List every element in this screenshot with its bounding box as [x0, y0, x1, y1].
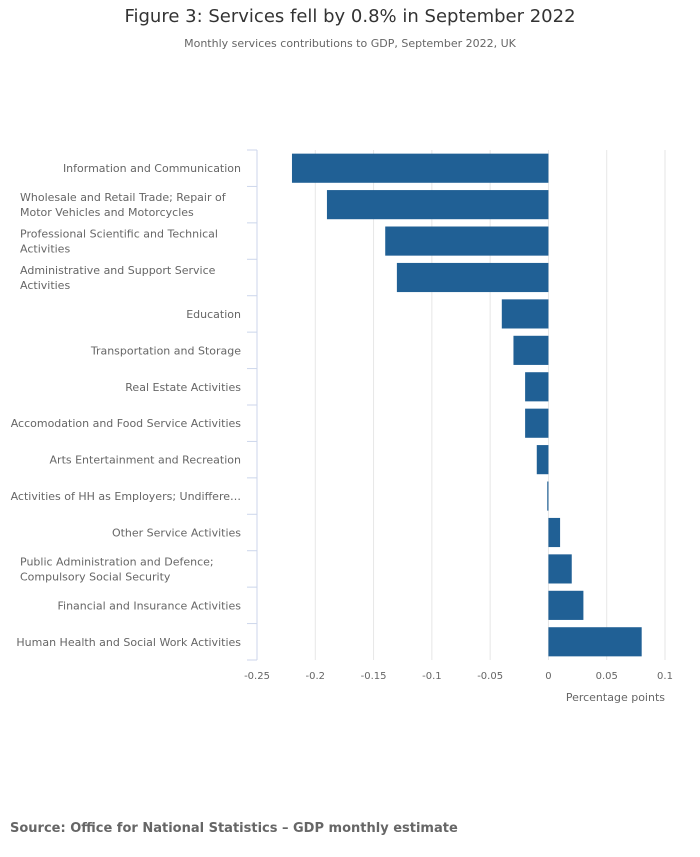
category-label: Human Health and Social Work Activities: [16, 636, 241, 649]
x-tick-label: -0.25: [244, 671, 270, 682]
category-label: Financial and Insurance Activities: [57, 599, 241, 612]
x-tick-label: 0.05: [596, 671, 618, 682]
category-label: Professional Scientific and Technical Act…: [20, 228, 218, 256]
x-tick-label: 0.1: [657, 671, 673, 682]
bar: [548, 517, 561, 548]
bar: [525, 372, 549, 402]
value-axis: -0.25 -0.2 -0.15 -0.1 -0.05 0 0.05 0.1 Percentag…: [244, 671, 673, 704]
source-note: Source: Office for National Statistics –…: [10, 821, 458, 836]
category-label: Transportation and Storage: [90, 344, 241, 357]
bar-chart: Information and Communication Wholesale a…: [11, 149, 673, 704]
x-tick-label: -0.05: [477, 671, 503, 682]
category-label: Public Administration and Defence; Compul…: [20, 555, 214, 583]
bar: [291, 153, 549, 183]
category-label: Wholesale and Retail Trade; Repair of Mot…: [20, 191, 227, 219]
bar: [548, 627, 642, 657]
chart-title: Figure 3: Services fell by 0.8% in Septe…: [124, 6, 576, 27]
x-tick-label: 0: [545, 671, 551, 682]
category-label: Other Service Activities: [112, 527, 241, 540]
bar: [548, 554, 572, 584]
bar: [385, 226, 549, 256]
category-label: Education: [186, 308, 241, 321]
chart-subtitle: Monthly services contributions to GDP, S…: [184, 37, 516, 50]
x-tick-label: -0.15: [361, 671, 387, 682]
bar: [501, 299, 549, 329]
category-label: Activities of HH as Employers; Undiffere…: [11, 490, 241, 503]
x-tick-label: -0.2: [306, 671, 326, 682]
x-axis-title: Percentage points: [566, 691, 665, 704]
bar: [513, 335, 549, 365]
bar: [536, 445, 549, 475]
category-axis: Information and Communication Wholesale a…: [11, 149, 258, 661]
bar: [548, 590, 584, 620]
category-label: Accomodation and Food Service Activities: [11, 417, 242, 430]
category-label: Arts Entertainment and Recreation: [50, 454, 242, 467]
bar: [547, 481, 549, 511]
bars: [291, 153, 642, 657]
x-tick-label: -0.1: [422, 671, 442, 682]
bar: [326, 190, 549, 220]
bar: [396, 262, 549, 293]
category-label: Information and Communication: [63, 162, 241, 175]
category-label: Real Estate Activities: [125, 381, 241, 394]
category-label: Administrative and Support Service Activi…: [20, 264, 216, 292]
bar: [525, 408, 549, 438]
